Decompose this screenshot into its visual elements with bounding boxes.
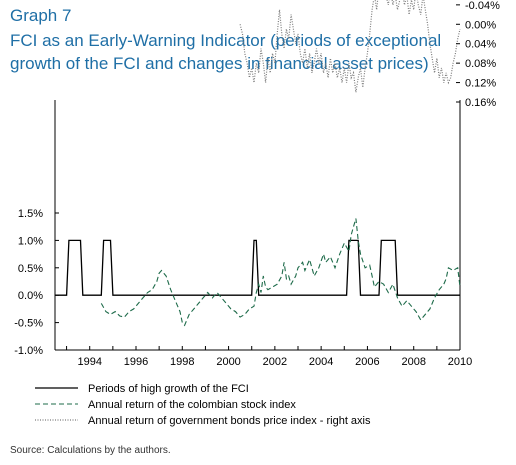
legend-label-1: Periods of high growth of the FCI	[88, 383, 249, 395]
source-note: Source: Calculations by the authors.	[10, 445, 171, 456]
left-axis-tick-label: 0.0%	[18, 290, 43, 302]
x-axis-tick-label: 2010	[448, 356, 472, 368]
left-axis-tick-label: -0.5%	[14, 318, 43, 330]
left-axis-tick-label: 1.0%	[18, 235, 43, 247]
series-line-1	[55, 239, 460, 296]
chart: -1.0%-0.5%0.0%0.5%1.0%1.5% -0.12%-0.08%-…	[14, 0, 500, 427]
x-axis-tick-label: 1998	[170, 356, 194, 368]
x-axis-tick-label: 2004	[309, 356, 333, 368]
x-axis-tick-label: 2008	[401, 356, 425, 368]
x-axis-tick-label: 1994	[77, 356, 101, 368]
left-axis-tick-label: -1.0%	[14, 345, 43, 357]
graph-label: Graph 7	[10, 6, 72, 25]
x-axis-tick-label: 1996	[124, 356, 148, 368]
right-axis-tick-label: -0.04%	[465, 0, 500, 12]
chart-title-line-2: growth of the FCI and changes in financi…	[10, 54, 429, 73]
series-line-3	[239, 0, 461, 93]
x-axis-tick-label: 2000	[216, 356, 240, 368]
legend-label-3: Annual return of government bonds price …	[88, 415, 371, 427]
series-line-2	[100, 218, 461, 327]
right-axis-tick-label: 0.00%	[465, 19, 496, 31]
right-axis-tick-label: 0.04%	[465, 39, 496, 51]
x-axis-tick-label: 2002	[263, 356, 287, 368]
right-axis-tick-label: 0.08%	[465, 58, 496, 70]
chart-title-line-1: FCI as an Early-Warning Indicator (perio…	[10, 31, 442, 50]
x-axis-tick-label: 2006	[355, 356, 379, 368]
left-axis-tick-label: 0.5%	[18, 263, 43, 275]
legend-label-2: Annual return of the colombian stock ind…	[88, 399, 296, 411]
left-axis-tick-label: 1.5%	[18, 208, 43, 220]
right-axis-tick-label: 0.12%	[465, 78, 496, 90]
right-axis-tick-label: 0.16%	[465, 97, 496, 109]
